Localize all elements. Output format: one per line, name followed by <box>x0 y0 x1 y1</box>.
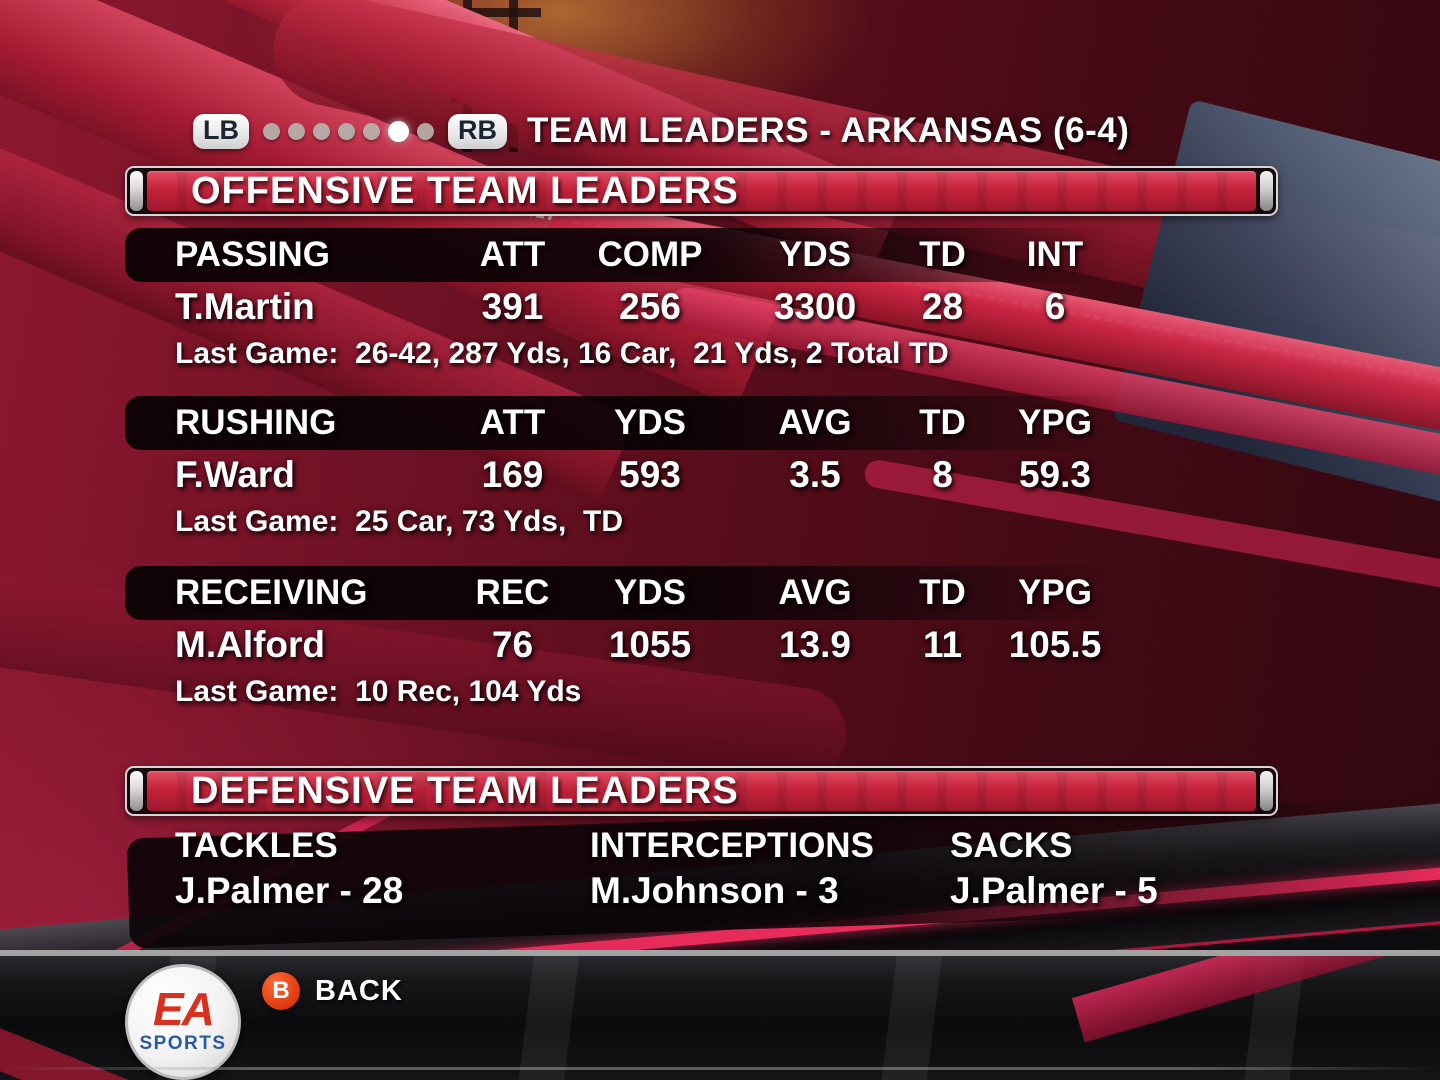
ea-sports-logo: EA SPORTS <box>125 964 241 1080</box>
stat-category-label: RECEIVING <box>175 573 368 612</box>
offensive-title: OFFENSIVE TEAM LEADERS <box>191 171 739 211</box>
passing-last-game: Last Game: 26-42, 287 Yds, 16 Car, 21 Yd… <box>175 337 949 370</box>
column-header: ATT <box>479 235 546 274</box>
stat-value: 6 <box>1044 286 1066 327</box>
defensive-leader: J.Palmer - 28 <box>175 870 404 911</box>
column-header: COMP <box>597 235 703 274</box>
defensive-category-headers: TACKLES INTERCEPTIONS SACKS <box>175 826 1185 866</box>
defensive-header-bar: DEFENSIVE TEAM LEADERS <box>125 766 1278 816</box>
stat-value: 8 <box>932 454 953 495</box>
receiving-leader-row: M.Alford 76 1055 13.9 11 105.5 <box>125 620 1140 670</box>
player-name: F.Ward <box>175 454 295 495</box>
column-header: TD <box>919 235 966 274</box>
receiving-last-game: Last Game: 10 Rec, 104 Yds <box>175 675 582 708</box>
player-name: T.Martin <box>175 286 315 327</box>
column-header: YDS <box>614 403 686 442</box>
page-dot-active <box>388 120 409 142</box>
defensive-leader: J.Palmer - 5 <box>950 870 1158 911</box>
back-label: BACK <box>315 974 403 1007</box>
rushing-column-headers: RUSHING ATT YDS AVG TD YPG <box>125 396 1140 450</box>
player-name: M.Alford <box>175 624 326 665</box>
defensive-leader-values: J.Palmer - 28 M.Johnson - 3 J.Palmer - 5 <box>175 870 1185 912</box>
bar-left-accent <box>130 171 143 211</box>
receiving-column-headers: RECEIVING REC YDS AVG TD YPG <box>125 566 1140 620</box>
passing-section: PASSING ATT COMP YDS TD INT T.Martin 391… <box>125 228 1140 371</box>
column-header: YDS <box>779 235 851 274</box>
back-button[interactable]: B BACK <box>262 972 403 1010</box>
stat-value: 11 <box>922 624 963 665</box>
b-button-icon[interactable]: B <box>262 972 300 1010</box>
rushing-leader-row: F.Ward 169 593 3.5 8 59.3 <box>125 450 1140 500</box>
page-dot <box>363 122 380 140</box>
column-header: AVG <box>778 573 852 612</box>
column-header: INT <box>1026 235 1084 274</box>
defensive-title: DEFENSIVE TEAM LEADERS <box>191 771 739 811</box>
column-header: YPG <box>1018 573 1092 612</box>
stat-value: 3300 <box>773 286 857 327</box>
bar-right-cap <box>1260 171 1273 211</box>
stat-category-label: PASSING <box>175 235 330 274</box>
column-header: YDS <box>614 573 686 612</box>
stat-value: 3.5 <box>789 454 841 495</box>
ea-sports-text: SPORTS <box>139 1032 227 1054</box>
column-header: YPG <box>1018 403 1092 442</box>
page-dots <box>263 120 434 142</box>
passing-column-headers: PASSING ATT COMP YDS TD INT <box>125 228 1140 282</box>
offensive-header-bar: OFFENSIVE TEAM LEADERS <box>125 166 1278 216</box>
defensive-leader: M.Johnson - 3 <box>590 870 839 911</box>
column-header: AVG <box>778 403 852 442</box>
stat-value: 59.3 <box>1018 454 1091 495</box>
page-dot <box>288 122 305 140</box>
defensive-category-label: TACKLES <box>175 826 338 865</box>
column-header: TD <box>919 403 966 442</box>
stat-value: 1055 <box>608 624 692 665</box>
footer-bar: EA SPORTS B BACK <box>0 950 1440 1080</box>
stat-value: 256 <box>619 286 681 327</box>
rushing-last-game: Last Game: 25 Car, 73 Yds, TD <box>175 505 623 538</box>
column-header: ATT <box>479 403 546 442</box>
defensive-category-label: INTERCEPTIONS <box>590 826 874 865</box>
page-dot <box>263 122 280 140</box>
ea-logo-text: EA <box>153 983 215 1036</box>
page-dot <box>417 122 434 140</box>
stat-value: 13.9 <box>778 624 851 665</box>
column-header: REC <box>475 573 550 612</box>
passing-leader-row: T.Martin 391 256 3300 28 6 <box>125 282 1140 332</box>
stat-category-label: RUSHING <box>175 403 337 442</box>
column-header: TD <box>919 573 966 612</box>
page-dot <box>313 122 330 140</box>
defensive-category-label: SACKS <box>950 826 1073 865</box>
page-dot <box>338 122 355 140</box>
bg-panel <box>1111 99 1440 531</box>
stat-value: 28 <box>921 286 964 327</box>
footer-pink-streak <box>1071 956 1440 1043</box>
stat-value: 169 <box>481 454 544 495</box>
stat-value: 391 <box>481 286 544 327</box>
bar-right-cap <box>1260 771 1273 811</box>
rushing-section: RUSHING ATT YDS AVG TD YPG F.Ward 169 59… <box>125 396 1140 539</box>
receiving-section: RECEIVING REC YDS AVG TD YPG M.Alford 76… <box>125 566 1140 709</box>
stat-value: 105.5 <box>1008 624 1102 665</box>
bar-left-accent <box>130 771 143 811</box>
lb-bumper-button[interactable]: LB <box>193 113 249 149</box>
page-title: TEAM LEADERS - ARKANSAS (6-4) <box>527 111 1130 150</box>
stat-value: 593 <box>619 454 681 495</box>
page-header: LB RB TEAM LEADERS - ARKANSAS (6-4) <box>193 106 1129 156</box>
rb-bumper-button[interactable]: RB <box>448 113 507 149</box>
stat-value: 76 <box>491 624 534 665</box>
